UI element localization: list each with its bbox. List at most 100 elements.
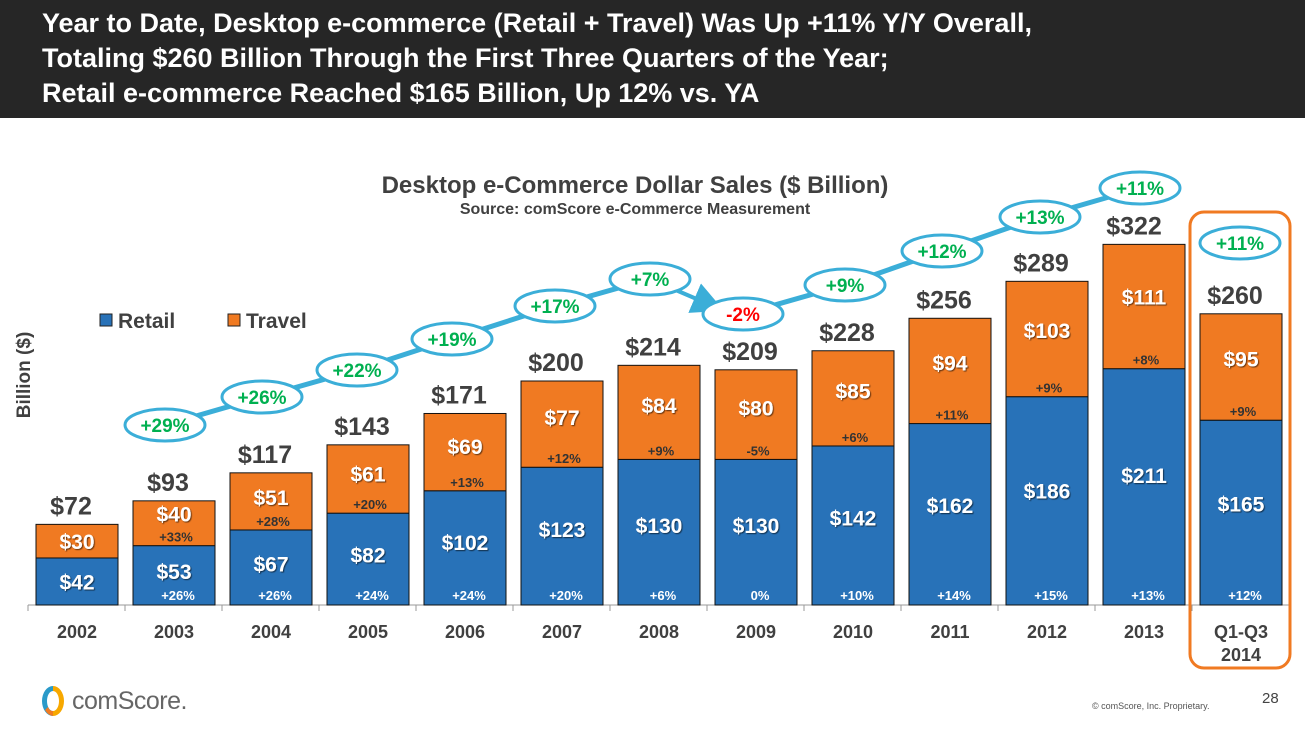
x-tick-label: 2012 [1027,622,1067,642]
travel-growth-label: +6% [842,430,869,445]
travel-value-label: $51 [253,487,288,510]
title-line-3: Retail e-commerce Reached $165 Billion, … [42,78,760,108]
travel-value-label: $80 [738,397,773,420]
travel-growth-label: -5% [746,443,770,458]
travel-growth-label: +20% [353,497,387,512]
x-tick-label: 2006 [445,622,485,642]
retail-growth-label: +26% [258,588,292,603]
total-value-label: $260 [1207,282,1263,310]
page-number: 28 [1262,690,1279,707]
retail-growth-label: +12% [1228,588,1262,603]
growth-bubble [410,321,494,357]
total-growth-label: +12% [917,242,966,263]
retail-growth-label: +26% [161,588,195,603]
bar-travel [1199,313,1283,421]
legend-label-retail: Retail [118,310,175,333]
retail-value-label: $102 [442,532,489,555]
retail-growth-label: +24% [452,588,486,603]
total-growth-label: +13% [1015,208,1064,229]
bar-retail [35,557,119,606]
total-growth-label: +17% [530,297,579,318]
retail-value-label: $142 [830,508,877,531]
travel-value-label: $94 [932,352,967,375]
retail-value-label: $82 [350,544,385,567]
total-growth-label: +22% [332,361,381,382]
growth-bubble [998,199,1082,235]
retail-value-label: $130 [733,515,780,538]
x-tick-label: 2003 [154,622,194,642]
travel-growth-label: +13% [450,475,484,490]
total-value-label: $289 [1013,249,1069,277]
title-line-2: Totaling $260 Billion Through the First … [42,43,889,73]
total-value-label: $228 [819,319,875,347]
bar-retail [1102,368,1186,606]
comscore-logo: comScore. [40,684,187,718]
retail-value-label: $67 [253,554,288,577]
comscore-logo-icon [42,686,64,716]
x-tick-label: 2002 [57,622,97,642]
bar-travel [423,412,507,492]
total-value-label: $214 [625,333,681,361]
travel-value-label: $103 [1024,320,1071,343]
x-tick-label: 2010 [833,622,873,642]
bar-retail [1199,419,1283,606]
bar-retail [326,512,410,606]
travel-growth-label: +9% [1036,381,1063,396]
bar-retail [132,545,216,606]
retail-growth-label: +20% [549,588,583,603]
total-growth-label: +29% [140,416,189,437]
growth-bubble [608,261,692,297]
growth-bubble [701,296,785,332]
total-growth-label: +19% [427,330,476,351]
x-tick-label: 2014 [1221,645,1261,665]
x-tick-label: 2008 [639,622,679,642]
total-value-label: $322 [1106,212,1162,240]
bar-retail [908,423,992,606]
growth-bubble [220,379,304,415]
x-tick-label: 2007 [542,622,582,642]
logo-wordmark: comScore. [72,686,187,715]
bar-travel [520,380,604,468]
bar-retail [1005,396,1089,606]
growth-bubble [803,267,887,303]
travel-value-label: $30 [59,531,94,554]
total-value-label: $72 [50,492,92,520]
bar-retail [229,529,313,606]
slide-header: Year to Date, Desktop e-commerce (Retail… [0,0,1305,118]
travel-growth-label: +9% [648,443,675,458]
chart-title: Desktop e-Commerce Dollar Sales ($ Billi… [382,172,889,199]
bar-travel [811,350,895,447]
legend-swatch-retail [99,313,113,327]
travel-growth-label: +12% [547,451,581,466]
bar-travel [617,364,701,460]
travel-value-label: $40 [156,504,191,527]
retail-growth-label: +14% [937,588,971,603]
legend-label-travel: Travel [246,310,307,333]
travel-value-label: $95 [1223,348,1258,371]
total-value-label: $143 [334,413,390,441]
bar-retail [520,466,604,606]
travel-value-label: $61 [350,464,385,487]
bar-retail [423,490,507,606]
travel-value-label: $85 [835,381,870,404]
retail-growth-label: +15% [1034,588,1068,603]
retail-value-label: $53 [156,561,191,584]
x-tick-label: 2005 [348,622,388,642]
growth-bubble [513,288,597,324]
x-tick-label: 2009 [736,622,776,642]
title-line-1: Year to Date, Desktop e-commerce (Retail… [42,8,1032,38]
bar-retail [811,445,895,606]
total-value-label: $93 [147,469,189,497]
bar-travel [229,472,313,531]
travel-value-label: $111 [1122,287,1167,310]
retail-value-label: $186 [1024,480,1071,503]
total-growth-label: +7% [631,270,670,291]
total-growth-label: -2% [726,305,760,326]
travel-value-label: $69 [447,436,482,459]
x-tick-label: 2011 [930,622,969,642]
bar-retail [714,458,798,606]
growth-bubble [1098,170,1182,206]
total-growth-label: +26% [237,388,286,409]
total-growth-label: +11% [1116,179,1164,200]
slide-title: Year to Date, Desktop e-commerce (Retail… [42,6,1032,111]
